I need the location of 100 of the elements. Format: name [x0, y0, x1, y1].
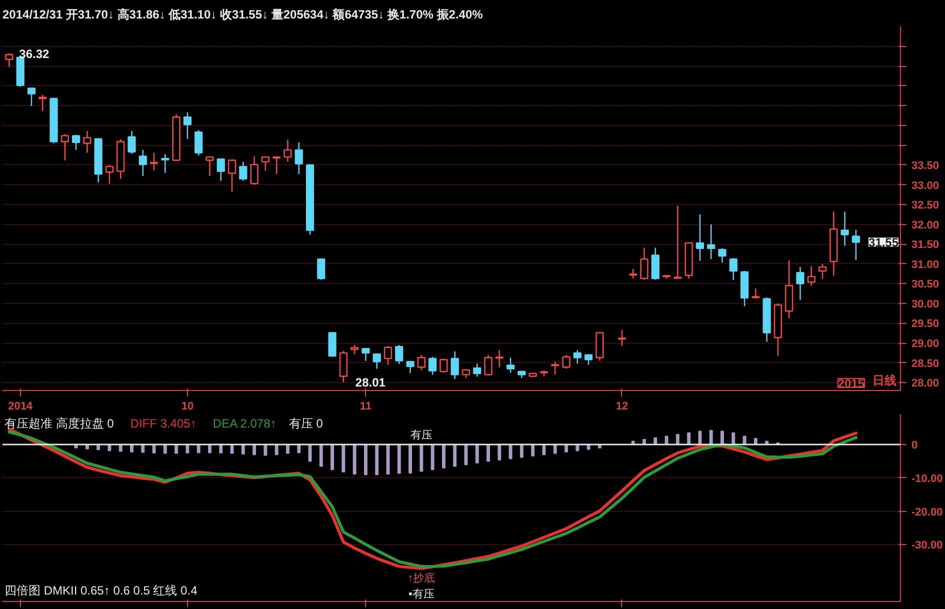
- annotation: 有压超准 高度拉盘 0: [4, 416, 114, 430]
- candlestick: [562, 354, 570, 370]
- bar: [442, 444, 446, 468]
- text: 31.55: [868, 236, 899, 250]
- bar: [319, 444, 323, 467]
- x-tick-label: 12: [616, 400, 628, 412]
- bar: [475, 444, 479, 464]
- y-tick-label: 29.00: [912, 338, 940, 350]
- y-tick-label: 30.50: [912, 278, 940, 291]
- y-tick-label: -10.00: [912, 472, 943, 485]
- candlestick: [440, 358, 448, 374]
- candlestick: [38, 94, 47, 112]
- text: DEA 2.078↑: [212, 416, 276, 430]
- x-tick-label: 11: [360, 400, 372, 412]
- bar: [709, 430, 713, 446]
- candlestick: [250, 156, 258, 186]
- bar: [352, 444, 356, 474]
- y-tick-label: 31.50: [912, 239, 940, 252]
- y-tick-label: 30.00: [912, 298, 940, 310]
- candlestick: [428, 356, 437, 376]
- candlestick: [317, 258, 326, 280]
- annotation: 四倍图 DMKII 0.65↑ 0.6 0.5 红线 0.4: [4, 584, 198, 598]
- bar: [408, 444, 412, 474]
- candlestick: [696, 214, 704, 262]
- y-tick-label: -20.00: [912, 506, 943, 518]
- text: 日线: [872, 374, 896, 388]
- bar: [375, 444, 379, 476]
- annotation: ↑抄底: [408, 571, 436, 584]
- bar: [498, 444, 502, 460]
- candlestick: [840, 211, 849, 246]
- candlestick: [105, 164, 114, 184]
- candlestick: [294, 142, 303, 175]
- annotation: 有压: [410, 430, 432, 442]
- y-tick-label: 31.00: [912, 258, 940, 271]
- x-tick-label: 10: [181, 400, 194, 412]
- candlestick: [284, 139, 292, 162]
- annotation: •有压: [408, 588, 434, 600]
- candlestick: [83, 130, 92, 154]
- candlestick: [384, 346, 392, 366]
- candlestick: [239, 161, 248, 182]
- candlestick: [506, 357, 515, 374]
- annotation: 36.32: [19, 46, 50, 61]
- candlestick: [796, 266, 804, 300]
- bar: [698, 430, 702, 446]
- candlestick: [484, 354, 492, 376]
- bar: [676, 434, 680, 446]
- bar: [732, 432, 736, 446]
- bar: [531, 444, 535, 456]
- candlestick: [72, 134, 80, 151]
- candlestick: [818, 263, 827, 280]
- y-tick-label: 28.50: [912, 358, 940, 370]
- bar: [364, 444, 368, 476]
- candlestick: [707, 224, 716, 260]
- candlestick: [450, 350, 459, 380]
- candlestick: [640, 247, 648, 280]
- y-tick-label: 32.00: [912, 219, 940, 232]
- bar: [330, 444, 334, 470]
- bar: [720, 430, 724, 446]
- candlestick: [372, 352, 381, 370]
- candlestick: [272, 156, 281, 175]
- candlestick: [183, 112, 192, 140]
- candlestick: [852, 229, 860, 261]
- bar: [453, 444, 457, 467]
- candlestick: [395, 344, 404, 365]
- candlestick: [406, 360, 414, 374]
- y-tick-label: 33.00: [912, 180, 940, 192]
- candlestick: [674, 205, 682, 280]
- candlestick: [216, 158, 225, 182]
- y-tick-label: 0: [912, 440, 918, 452]
- candlestick: [718, 247, 726, 264]
- x-tick-label: 2014: [8, 400, 34, 412]
- candlestick: [228, 158, 236, 192]
- bar: [687, 432, 691, 446]
- candlestick: [752, 288, 760, 300]
- candlestick: [206, 156, 214, 177]
- candlestick: [573, 350, 582, 364]
- bar: [664, 436, 668, 446]
- bar: [508, 444, 512, 460]
- candlestick: [138, 149, 147, 177]
- text: DIFF 3.405↑: [130, 416, 196, 430]
- y-tick-label: 28.00: [912, 378, 940, 390]
- candlestick: [807, 266, 816, 286]
- candlestick: [651, 247, 660, 280]
- candlestick: [5, 52, 14, 68]
- annotation: 28.01: [355, 376, 386, 390]
- bar: [520, 444, 524, 458]
- y-tick-label: 29.50: [912, 318, 940, 330]
- candlestick: [60, 134, 69, 161]
- candlestick: [551, 361, 560, 376]
- candlestick: [128, 130, 136, 154]
- bar: [397, 444, 401, 474]
- bar: [430, 444, 434, 470]
- candlestick: [27, 88, 36, 107]
- candlestick: [473, 362, 482, 378]
- y-tick-label: -30.00: [912, 540, 943, 552]
- candlestick: [194, 130, 203, 156]
- annotation: 有压 0: [288, 416, 324, 430]
- y-tick-label: 33.50: [912, 160, 940, 172]
- chart-title: 2014/12/31 开31.70↓ 高31.86↓ 低31.10↓ 收31.55↓ 量205634↓ 额64735↓ 换1.70% 振2.40%: [2, 8, 484, 22]
- y-tick-label: 32.50: [912, 200, 940, 212]
